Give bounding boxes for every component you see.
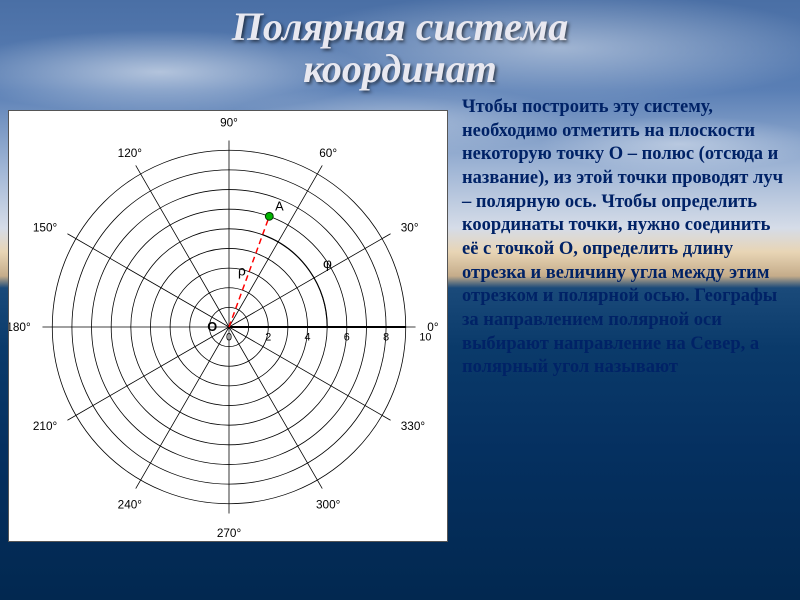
- title-line-2: координат: [303, 46, 497, 91]
- radial-tick: 8: [383, 332, 389, 344]
- point-a: [265, 212, 273, 220]
- radial-tick: 4: [305, 332, 311, 344]
- point-a-label: A: [275, 198, 284, 213]
- radial-tick: 0: [226, 332, 232, 344]
- polar-chart-svg: 0°30°60°90°120°150°180°210°240°270°300°3…: [9, 111, 449, 543]
- radial-tick: 10: [419, 332, 431, 344]
- angle-label: 30°: [401, 222, 419, 235]
- angle-label: 90°: [220, 117, 238, 130]
- polar-chart-panel: 0°30°60°90°120°150°180°210°240°270°300°3…: [8, 110, 448, 542]
- angle-label: 150°: [33, 222, 57, 235]
- title-line-1: Полярная система: [232, 4, 569, 49]
- angle-label: 270°: [217, 527, 241, 540]
- angle-label: 210°: [33, 420, 57, 433]
- rho-label: ρ: [238, 263, 246, 278]
- phi-label: φ: [323, 256, 332, 271]
- angle-label: 180°: [9, 321, 31, 334]
- radial-tick: 2: [265, 332, 271, 344]
- angle-label: 330°: [401, 420, 425, 433]
- angle-label: 60°: [319, 147, 337, 160]
- description-text: Чтобы построить эту систему, необходимо …: [462, 96, 786, 380]
- phi-arc: [263, 235, 328, 327]
- angle-label: 300°: [316, 499, 340, 512]
- origin-label: O: [207, 319, 217, 334]
- angle-label: 120°: [118, 147, 142, 160]
- radial-tick: 6: [344, 332, 350, 344]
- description-paragraph: Чтобы построить эту систему, необходимо …: [462, 96, 786, 380]
- angle-label: 240°: [118, 499, 142, 512]
- radius-line: [229, 216, 269, 327]
- slide-title: Полярная система координат: [0, 6, 800, 90]
